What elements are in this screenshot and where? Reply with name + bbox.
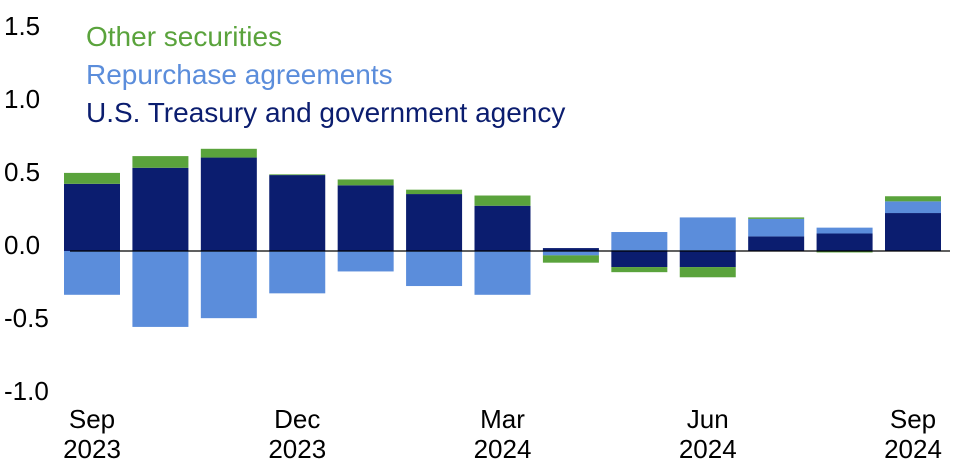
bar-segment [64,172,120,184]
y-tick-label: -1.0 [4,376,49,406]
bar-segment [679,267,736,278]
bar-segment [132,167,189,251]
bar-segment [337,185,394,251]
bar-segment [200,251,257,319]
bar-segment [406,189,463,195]
bar-segment [885,196,941,202]
bar-segment [542,255,599,263]
y-tick-label: -0.5 [4,303,49,333]
bar-segment [611,267,668,273]
x-tick-label: Sep 2023 [63,404,121,464]
bar-segment [406,251,463,287]
bar-segment [337,251,394,272]
bar-segment [816,227,873,234]
bar-segment [200,148,257,158]
bar-segment [679,217,736,251]
bar-segment [611,251,668,268]
bar-segment [269,175,326,251]
bar-segment [132,156,189,168]
legend-entry: Other securities [86,21,283,52]
bar-segment [816,251,873,253]
bar-segment [748,218,805,237]
bar-segment [679,251,736,268]
bar-segment [748,236,805,251]
legend-entry: Repurchase agreements [86,59,393,90]
bar-segment [611,232,668,251]
bar-segment [64,183,120,251]
bar-segment [474,251,531,295]
bar-segment [200,157,257,251]
bar-segment [337,179,394,186]
x-tick-label: Mar 2024 [473,404,532,464]
bar-segment [748,217,805,219]
x-tick-label: Dec 2023 [268,404,327,464]
bar-segment [542,248,599,251]
x-tick-label: Sep 2024 [884,404,942,464]
y-tick-label: 0.0 [4,230,40,260]
bar-segment [406,194,463,251]
y-tick-label: 1.5 [4,11,40,41]
bar-segment [132,251,189,327]
bar-segment [885,201,941,214]
y-tick-label: 1.0 [4,84,40,114]
bar-segment [474,205,531,251]
bar-segment [474,195,531,206]
x-tick-label: Jun 2024 [678,404,737,464]
bar-segment [542,251,599,256]
bar-segment [816,233,873,251]
bar-segment [269,251,326,294]
bar-segment [64,251,120,295]
y-tick-label: 0.5 [4,157,40,187]
bar-segment [269,174,326,176]
bar-segment [885,213,941,251]
legend-entry: U.S. Treasury and government agency [86,97,566,128]
